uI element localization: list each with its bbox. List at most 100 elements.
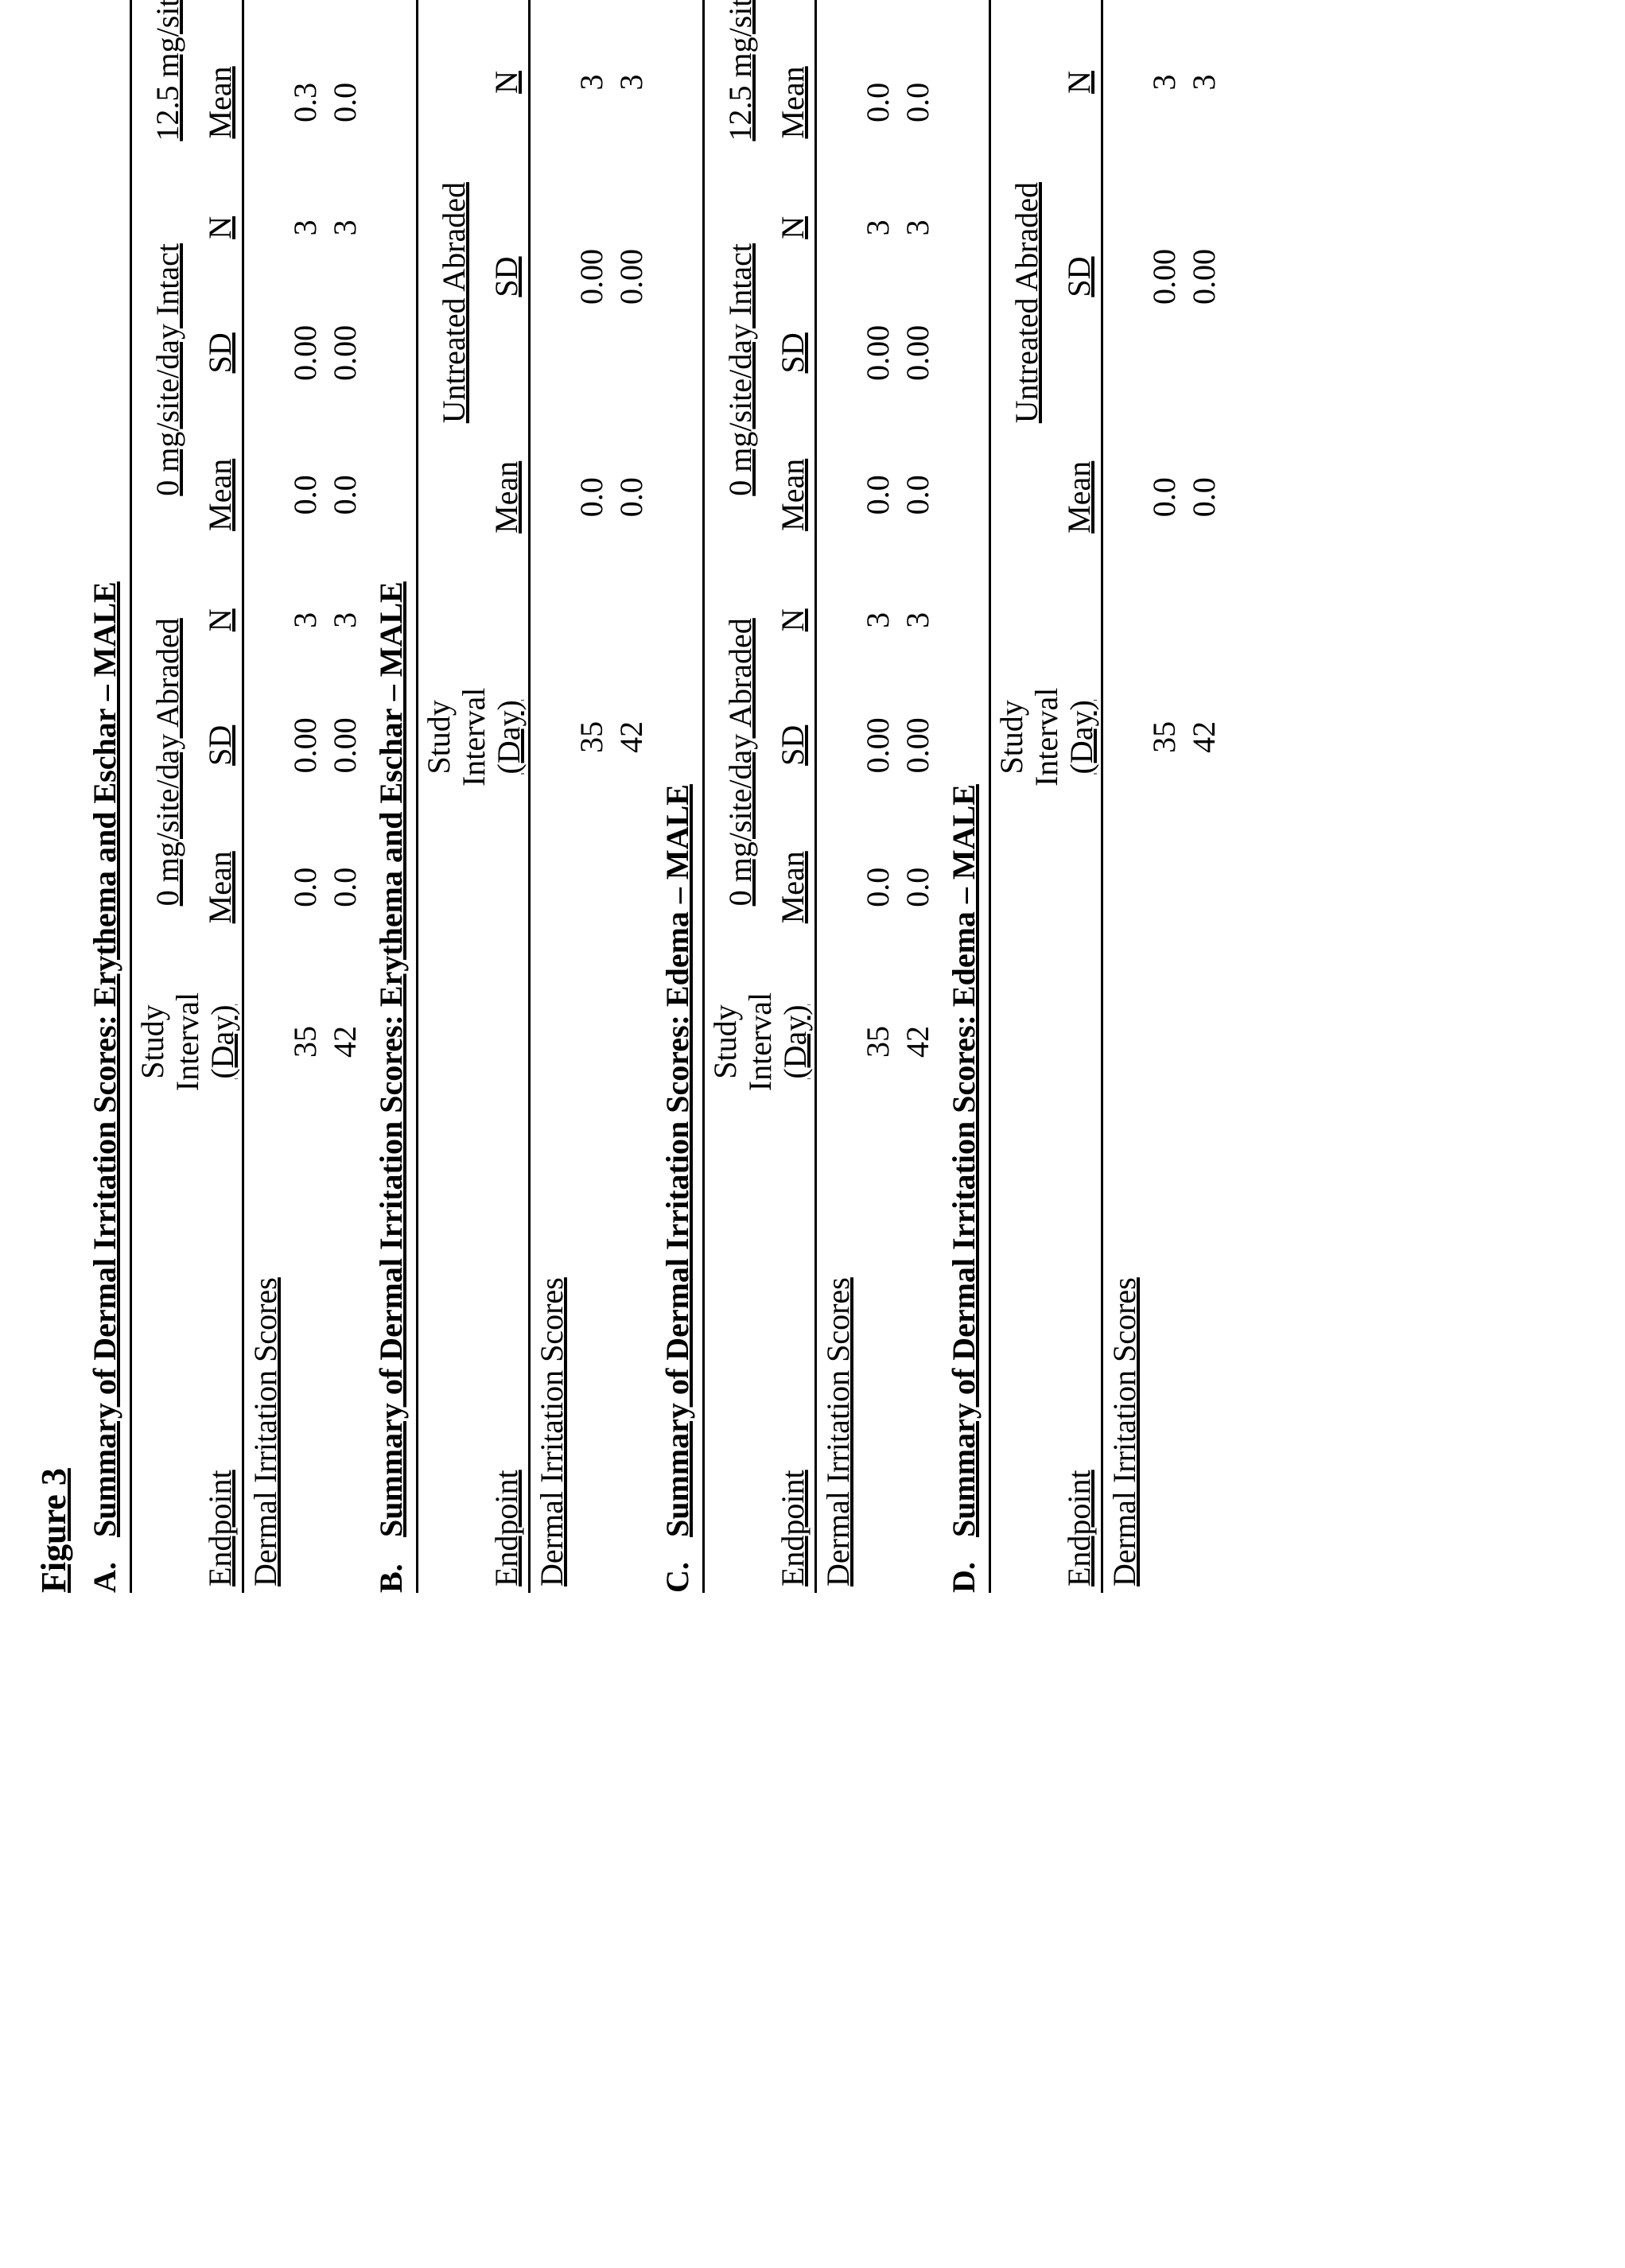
table-row-label: Dermal Irritation Scores bbox=[246, 0, 286, 1593]
section-title: C.Summary of Dermal Irritation Scores: E… bbox=[658, 0, 698, 1593]
header-mean: Mean bbox=[760, 817, 813, 958]
header-mean: Mean bbox=[188, 32, 240, 173]
header-study-l3: (Day) bbox=[205, 965, 240, 1119]
header-mean: Mean bbox=[188, 424, 240, 565]
section-title: B.Summary of Dermal Irritation Scores: E… bbox=[371, 0, 411, 1593]
day-cell: 42 bbox=[325, 958, 365, 1125]
table-row: 350.00.0030.00.003 bbox=[1145, 0, 1184, 1593]
mean-cell: 0.0 bbox=[1184, 387, 1224, 608]
mean-cell: 0.0 bbox=[286, 424, 325, 565]
header-endpoint-blank bbox=[708, 1125, 760, 1593]
sd-cell: 0.00 bbox=[572, 166, 612, 386]
header-mean: Mean bbox=[1047, 387, 1099, 608]
header-study-interval: StudyInterval(Day) bbox=[708, 958, 813, 1125]
header-group: 0 mg/site/day Intact bbox=[135, 173, 188, 565]
table-row-label: Dermal Irritation Scores bbox=[818, 0, 858, 1593]
header-mean: Mean bbox=[474, 387, 527, 608]
section-title-text: Summary of Dermal Irritation Scores: Ery… bbox=[373, 581, 409, 1537]
section-letter: D. bbox=[944, 1537, 984, 1593]
n-cell: 3 bbox=[898, 173, 938, 282]
mean-cell: 0.0 bbox=[858, 32, 898, 173]
header-study-l3: (Day) bbox=[492, 614, 527, 860]
header-n: N bbox=[760, 566, 813, 675]
table-row: 420.00.0030.00.0030.00.0030.00.003 bbox=[898, 0, 938, 1593]
header-sd: SD bbox=[474, 166, 527, 386]
endpoint-cell bbox=[898, 1125, 938, 1593]
header-mean: Mean bbox=[760, 424, 813, 565]
endpoint-cell bbox=[572, 867, 612, 1593]
header-group: Untreated Abraded bbox=[994, 0, 1047, 608]
header-study-l3: (Day) bbox=[1064, 614, 1099, 860]
header-group: 12.5 mg/site/day Abraded bbox=[135, 0, 188, 173]
table-header-groups: StudyInterval(Day)0 mg/site/day Abraded0… bbox=[708, 0, 760, 1593]
header-n: N bbox=[1047, 0, 1099, 166]
header-endpoint: Endpoint bbox=[1047, 867, 1099, 1593]
mean-cell: 0.0 bbox=[325, 424, 365, 565]
mean-cell: 0.0 bbox=[858, 817, 898, 958]
day-cell: 42 bbox=[898, 958, 938, 1125]
day-cell: 35 bbox=[572, 608, 612, 867]
endpoint-cell bbox=[1145, 867, 1184, 1593]
header-study-interval: StudyInterval(Day) bbox=[994, 608, 1099, 867]
data-table: StudyInterval(Day)Untreated AbradedUntre… bbox=[422, 0, 651, 1593]
section-title: D.Summary of Dermal Irritation Scores: E… bbox=[944, 0, 984, 1593]
row-label-cell: Dermal Irritation Scores bbox=[1105, 0, 1145, 1593]
table-row: 420.00.0030.00.0030.00.0030.00.003 bbox=[325, 0, 365, 1593]
table-header-cols: EndpointMeanSDNMeanSDNMeanSDNMeanSDN bbox=[760, 0, 813, 1593]
section: D.Summary of Dermal Irritation Scores: E… bbox=[944, 0, 1224, 1593]
section-letter: C. bbox=[658, 1537, 698, 1593]
endpoint-cell bbox=[286, 1125, 325, 1593]
n-cell: 3 bbox=[325, 566, 365, 675]
table-rule-row bbox=[240, 0, 246, 1593]
header-study-l1: Study bbox=[135, 965, 170, 1119]
row-label-cell: Dermal Irritation Scores bbox=[818, 0, 858, 1593]
rule bbox=[989, 0, 991, 1593]
mean-cell: 0.0 bbox=[612, 387, 651, 608]
page-content: Figure 3 A.Summary of Dermal Irritation … bbox=[32, 0, 1593, 1593]
table-header-groups: StudyInterval(Day)Untreated AbradedUntre… bbox=[422, 0, 474, 1593]
sd-cell: 0.00 bbox=[858, 282, 898, 424]
header-sd: SD bbox=[188, 674, 240, 816]
day-cell: 35 bbox=[1145, 608, 1184, 867]
endpoint-cell bbox=[1184, 867, 1224, 1593]
section: B.Summary of Dermal Irritation Scores: E… bbox=[371, 0, 651, 1593]
sd-cell: 0.00 bbox=[858, 0, 898, 32]
mean-cell: 0.0 bbox=[898, 32, 938, 173]
sd-cell: 0.00 bbox=[898, 282, 938, 424]
header-group: Untreated Abraded bbox=[422, 0, 474, 608]
table-rule-cell bbox=[240, 0, 246, 1593]
data-table: StudyInterval(Day)0 mg/site/day Abraded0… bbox=[708, 0, 938, 1593]
data-table: StudyInterval(Day)0 mg/site/day Abraded0… bbox=[135, 0, 365, 1593]
day-cell: 42 bbox=[1184, 608, 1224, 867]
rule bbox=[702, 0, 705, 1593]
table-row: 350.00.0030.00.003 bbox=[572, 0, 612, 1593]
header-n: N bbox=[760, 173, 813, 282]
row-label-cell: Dermal Irritation Scores bbox=[532, 0, 572, 1593]
header-mean: Mean bbox=[188, 817, 240, 958]
header-study-l2: Interval bbox=[170, 965, 205, 1119]
sd-cell: 0.00 bbox=[1145, 166, 1184, 386]
sd-cell: 0.00 bbox=[286, 674, 325, 816]
table-row: 350.00.0030.00.0030.00.0030.00.003 bbox=[858, 0, 898, 1593]
endpoint-cell bbox=[858, 1125, 898, 1593]
section-title: A.Summary of Dermal Irritation Scores: E… bbox=[85, 0, 125, 1593]
header-sd: SD bbox=[760, 0, 813, 32]
table-row: 350.00.0030.00.0030.30.5830.30.583 bbox=[286, 0, 325, 1593]
table-rule-row bbox=[527, 0, 532, 1593]
sd-cell: 0.58 bbox=[286, 0, 325, 32]
header-endpoint-blank bbox=[135, 1125, 188, 1593]
header-study-l1: Study bbox=[708, 965, 743, 1119]
table-row-label: Dermal Irritation Scores bbox=[532, 0, 572, 1593]
section-letter: B. bbox=[371, 1537, 411, 1593]
table-rule-row bbox=[1099, 0, 1105, 1593]
n-cell: 3 bbox=[572, 0, 612, 166]
rule bbox=[130, 0, 132, 1593]
section-title-text: Summary of Dermal Irritation Scores: Ery… bbox=[87, 581, 122, 1537]
header-endpoint: Endpoint bbox=[188, 1125, 240, 1593]
section: A.Summary of Dermal Irritation Scores: E… bbox=[85, 0, 365, 1593]
table-header-groups: StudyInterval(Day)0 mg/site/day Abraded0… bbox=[135, 0, 188, 1593]
header-sd: SD bbox=[1047, 166, 1099, 386]
header-n: N bbox=[188, 566, 240, 675]
sd-cell: 0.00 bbox=[898, 0, 938, 32]
mean-cell: 0.0 bbox=[572, 387, 612, 608]
